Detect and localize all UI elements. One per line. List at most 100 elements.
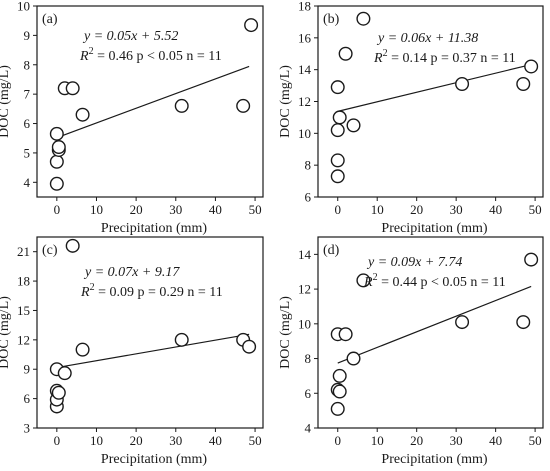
regression-line bbox=[337, 63, 532, 112]
x-tick-label: 10 bbox=[90, 433, 103, 448]
y-tick-label: 4 bbox=[24, 175, 31, 190]
r2-value: = 0.44 p < 0.05 n = 11 bbox=[378, 275, 506, 290]
y-tick-label: 4 bbox=[305, 421, 312, 436]
r2-value: = 0.46 p < 0.05 n = 11 bbox=[94, 49, 222, 64]
data-point bbox=[332, 368, 347, 383]
data-point bbox=[75, 342, 90, 357]
y-tick-label: 6 bbox=[24, 391, 31, 406]
regression-equation: y = 0.09x + 7.74 bbox=[366, 255, 462, 270]
regression-stats: R2 = 0.44 p < 0.05 n = 11 bbox=[363, 272, 506, 290]
data-point bbox=[49, 126, 64, 141]
x-tick-label: 40 bbox=[489, 202, 502, 217]
r2-value: = 0.14 p = 0.37 n = 11 bbox=[388, 51, 516, 66]
data-point bbox=[51, 385, 66, 400]
r2-superscript: 2 bbox=[89, 46, 94, 57]
x-tick-label: 10 bbox=[371, 433, 384, 448]
y-tick-label: 5 bbox=[24, 145, 31, 160]
regression-line bbox=[56, 65, 250, 139]
y-tick-label: 6 bbox=[305, 386, 312, 401]
x-tick-label: 40 bbox=[209, 433, 222, 448]
regression-stats: R2 = 0.09 p = 0.29 n = 11 bbox=[80, 282, 223, 300]
x-tick-label: 20 bbox=[410, 202, 423, 217]
data-point bbox=[346, 118, 361, 133]
y-tick-label: 10 bbox=[17, 0, 30, 14]
r2-superscript: 2 bbox=[90, 282, 95, 293]
data-point bbox=[516, 76, 531, 91]
data-point bbox=[65, 81, 80, 96]
x-tick-label: 20 bbox=[130, 433, 143, 448]
y-tick-label: 12 bbox=[298, 282, 311, 297]
y-tick-label: 12 bbox=[298, 94, 311, 109]
data-point bbox=[346, 351, 361, 366]
x-tick-label: 0 bbox=[54, 433, 61, 448]
data-point bbox=[75, 107, 90, 122]
data-point bbox=[516, 315, 531, 330]
y-tick-label: 8 bbox=[305, 351, 312, 366]
data-point bbox=[49, 176, 64, 191]
chart-panel-d: 0 10 20 30 40 50 4 6 8 10 12 14 Precipitation (mm) DO… bbox=[278, 236, 544, 467]
data-point bbox=[330, 80, 345, 95]
x-axis-title: Precipitation (mm) bbox=[381, 452, 487, 467]
x-tick-label: 0 bbox=[334, 202, 341, 217]
y-tick-label: 9 bbox=[24, 28, 31, 43]
regression-equation: y = 0.05x + 5.52 bbox=[82, 29, 178, 44]
y-tick-label: 9 bbox=[24, 362, 31, 377]
data-point bbox=[174, 98, 189, 113]
data-point bbox=[51, 140, 66, 155]
y-tick-label: 18 bbox=[17, 274, 30, 289]
regression-stats: R2 = 0.14 p = 0.37 n = 11 bbox=[373, 48, 516, 66]
r2-symbol: R bbox=[373, 51, 383, 66]
x-tick-label: 30 bbox=[450, 202, 463, 217]
data-point bbox=[455, 76, 470, 91]
data-point bbox=[338, 327, 353, 342]
x-axis-title: Precipitation (mm) bbox=[101, 221, 207, 236]
x-tick-label: 50 bbox=[529, 433, 542, 448]
data-point bbox=[49, 154, 64, 169]
x-tick-label: 30 bbox=[169, 433, 182, 448]
data-point bbox=[332, 110, 347, 125]
regression-equation: y = 0.06x + 11.38 bbox=[376, 31, 478, 46]
data-point bbox=[356, 11, 371, 26]
data-point bbox=[236, 98, 251, 113]
regression-line bbox=[56, 333, 250, 369]
y-tick-label: 12 bbox=[17, 332, 30, 347]
y-tick-label: 8 bbox=[24, 57, 31, 72]
y-tick-label: 18 bbox=[298, 0, 311, 14]
panel-label: (a) bbox=[42, 12, 58, 27]
x-tick-label: 0 bbox=[54, 202, 61, 217]
y-tick-label: 21 bbox=[17, 244, 30, 259]
r2-value: = 0.09 p = 0.29 n = 11 bbox=[95, 285, 223, 300]
data-point bbox=[338, 46, 353, 61]
data-point bbox=[524, 252, 539, 267]
data-point bbox=[455, 315, 470, 330]
r2-symbol: R bbox=[80, 285, 90, 300]
data-point bbox=[330, 123, 345, 138]
data-point bbox=[65, 238, 80, 253]
panel-label: (c) bbox=[42, 243, 58, 258]
data-point bbox=[332, 384, 347, 399]
plot-frame bbox=[317, 236, 544, 429]
data-point bbox=[57, 366, 72, 381]
plot-frame bbox=[36, 5, 264, 198]
data-point bbox=[356, 273, 371, 288]
panel-label: (b) bbox=[323, 12, 340, 27]
y-tick-label: 10 bbox=[298, 126, 311, 141]
x-tick-label: 50 bbox=[249, 433, 262, 448]
y-tick-label: 14 bbox=[298, 247, 312, 262]
y-axis-title: DOC (mg/L) bbox=[0, 65, 12, 138]
y-tick-label: 8 bbox=[305, 158, 312, 173]
panel-label: (d) bbox=[323, 243, 340, 258]
y-tick-label: 6 bbox=[24, 116, 31, 131]
x-tick-label: 40 bbox=[209, 202, 222, 217]
y-tick-label: 3 bbox=[24, 421, 31, 436]
x-tick-label: 50 bbox=[529, 202, 542, 217]
y-tick-label: 14 bbox=[298, 62, 312, 77]
r2-superscript: 2 bbox=[383, 48, 388, 59]
x-tick-label: 30 bbox=[169, 202, 182, 217]
y-axis-title: DOC (mg/L) bbox=[0, 296, 12, 369]
regression-line bbox=[337, 285, 532, 364]
y-tick-label: 6 bbox=[305, 190, 312, 205]
y-tick-label: 16 bbox=[298, 30, 312, 45]
y-tick-label: 10 bbox=[298, 316, 311, 331]
